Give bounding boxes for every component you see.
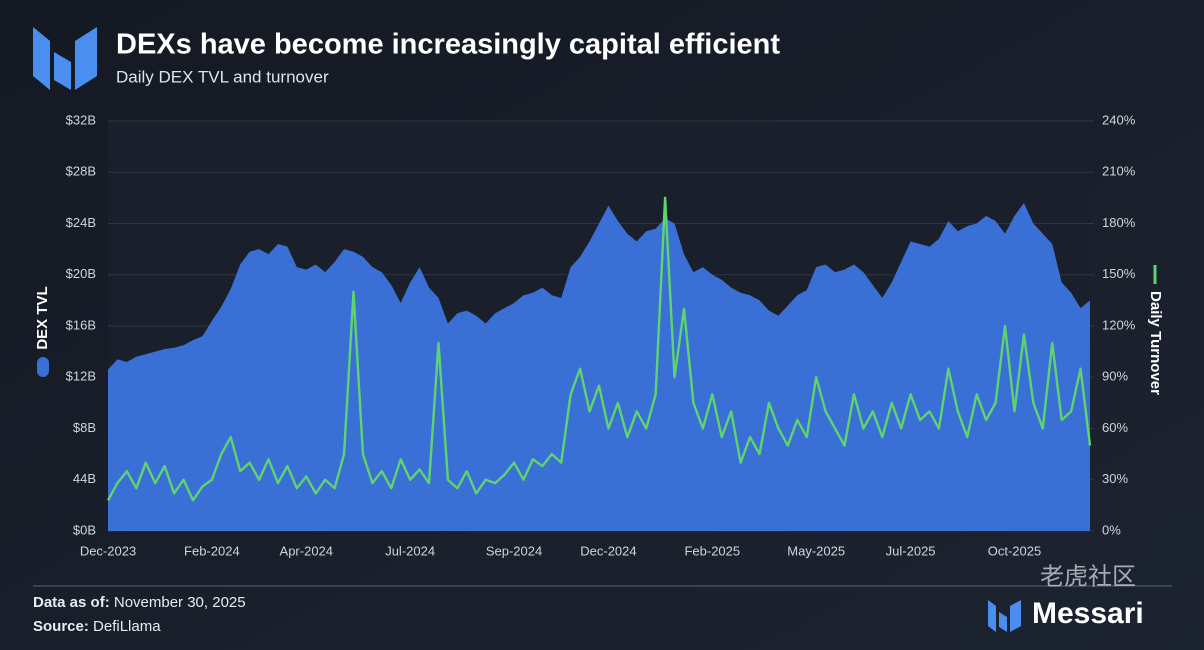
y2-tick-label: 0% xyxy=(1102,522,1121,537)
y2-tick-label: 120% xyxy=(1102,317,1136,332)
y-tick-label: $24B xyxy=(66,215,96,230)
value: DefiLlama xyxy=(93,618,161,635)
x-tick-label: Oct-2025 xyxy=(988,543,1041,558)
value: November 30, 2025 xyxy=(114,594,246,611)
y2-tick-label: 150% xyxy=(1102,266,1136,281)
y2-tick-label: 210% xyxy=(1102,164,1136,179)
y-tick-label: $0B xyxy=(73,522,96,537)
y2-tick-label: 30% xyxy=(1102,471,1128,486)
x-tick-label: Dec-2024 xyxy=(580,543,636,558)
x-tick-label: Dec-2023 xyxy=(80,543,136,558)
x-tick-label: May-2025 xyxy=(787,543,845,558)
y-tick-label: $12B xyxy=(66,369,96,384)
line xyxy=(106,196,1092,502)
y2-tick-label: 180% xyxy=(1102,215,1136,230)
y2-tick-label: 240% xyxy=(1102,112,1136,127)
x-tick-label: Feb-2025 xyxy=(684,543,740,558)
label: Source: xyxy=(33,618,89,635)
y2-axis-label: Daily Turnover xyxy=(1147,291,1164,395)
plot: $0B 44B $8B $12B $16B $20B $24B $28B $32B 0% 30% 60… xyxy=(66,112,1136,558)
brand: Messari xyxy=(1032,597,1144,630)
brand-logo xyxy=(988,600,1021,632)
y-tick-label: 44B xyxy=(73,471,96,486)
logo xyxy=(33,27,97,90)
y-tick-label: $20B xyxy=(66,266,96,281)
area xyxy=(108,203,1090,531)
chart-title: DEXs have become increasingly capital ef… xyxy=(116,29,780,61)
y2-tick-label: 90% xyxy=(1102,369,1128,384)
x-tick-label: Jul-2025 xyxy=(886,543,936,558)
y-tick-label: $28B xyxy=(66,164,96,179)
watermark: 老虎社区 xyxy=(1040,563,1136,590)
legend-key xyxy=(37,357,49,377)
x-tick-label: Jul-2024 xyxy=(385,543,435,558)
chart-subtitle: Daily DEX TVL and turnover xyxy=(116,67,329,86)
y2-tick-label: 60% xyxy=(1102,420,1128,435)
x-tick-label: Sep-2024 xyxy=(486,543,542,558)
y-axis-label: DEX TVL xyxy=(34,286,51,349)
label: Data as of: xyxy=(33,594,110,611)
footer-date: Data as of: November 30, 2025 xyxy=(33,594,246,611)
footer-source: Source: DefiLlama xyxy=(33,618,161,635)
y-tick-label: $16B xyxy=(66,317,96,332)
y-tick-label: $8B xyxy=(73,420,96,435)
x-tick-label: Feb-2024 xyxy=(184,543,240,558)
y-tick-label: $32B xyxy=(66,112,96,127)
x-tick-label: Apr-2024 xyxy=(280,543,333,558)
